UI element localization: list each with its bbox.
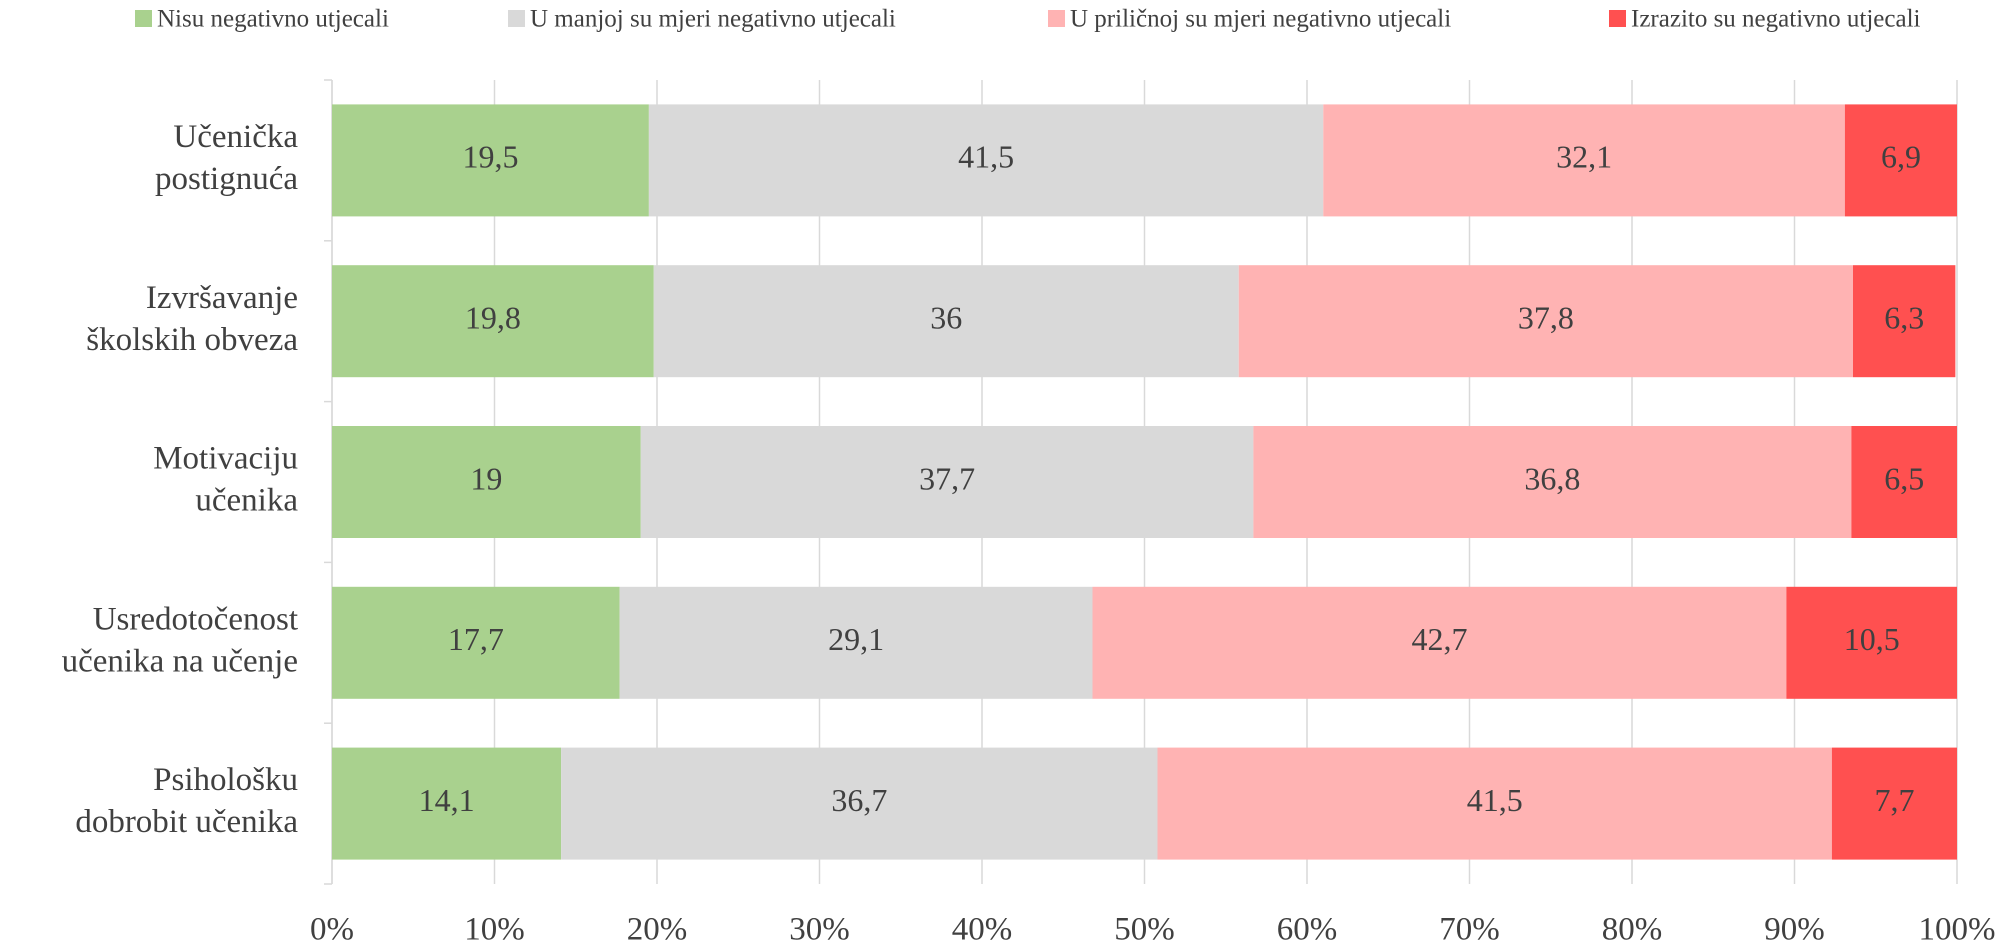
legend-label: Nisu negativno utjecali [157,6,389,33]
x-tick-label: 0% [310,912,354,948]
bar-segment [1831,747,1957,860]
y-tick-label: učenika [195,483,298,519]
legend-swatch [508,10,525,27]
data-label: 6,9 [1881,139,1921,175]
y-tick-label: Učenička [173,119,298,155]
data-label: 6,5 [1884,460,1924,496]
bar-segment [1844,104,1957,217]
data-label: 36 [930,300,962,336]
x-tick-label: 10% [464,912,525,948]
data-label: 19 [470,460,502,496]
bar-segment [1092,586,1787,699]
data-label: 17,7 [448,621,504,657]
x-tick-label: 50% [1114,912,1175,948]
x-tick-label: 70% [1439,912,1500,948]
bar-segment [332,586,620,699]
data-label: 41,5 [958,139,1014,175]
data-label: 37,8 [1518,300,1574,336]
data-label: 6,3 [1884,300,1924,336]
y-tick-label: učenika na učenje [62,643,298,679]
data-label: 36,8 [1524,460,1580,496]
bar-segment [1323,104,1845,217]
bar-segment [648,104,1324,217]
bar-segment [561,747,1158,860]
bar-segment [1853,265,1956,378]
bar-segment [1157,747,1832,860]
data-label: 42,7 [1411,621,1467,657]
bar-segment [332,104,649,217]
data-label: 29,1 [828,621,884,657]
y-tick-label: dobrobit učenika [75,804,298,840]
x-tick-label: 80% [1602,912,1663,948]
x-tick-label: 100% [1919,912,1996,948]
y-tick-label: školskih obveza [86,322,298,358]
data-label: 10,5 [1844,621,1900,657]
x-tick-label: 20% [627,912,688,948]
data-label: 14,1 [419,782,475,818]
bar-segment [640,426,1254,538]
data-label: 36,7 [831,782,887,818]
legend-label: U manjoj su mjeri negativno utjecali [530,6,896,33]
x-tick-label: 30% [789,912,850,948]
y-tick-label: Motivaciju [153,441,298,477]
x-tick-label: 60% [1277,912,1338,948]
bar-segment [332,265,654,378]
x-tick-label: 90% [1764,912,1825,948]
legend-label: Izrazito su negativno utjecali [1631,6,1921,33]
bar-segment [653,265,1239,378]
legend-label: U priličnoj su mjeri negativno utjecali [1070,6,1451,33]
bar-segment [619,586,1093,699]
bar-segment [1253,426,1852,538]
legend-swatch [135,10,152,27]
y-tick-label: Psihološku [153,762,298,798]
x-tick-label: 40% [952,912,1013,948]
bar-segment [332,426,641,538]
bar-segment [1851,426,1957,538]
data-label: 41,5 [1467,782,1523,818]
y-tick-label: postignuća [155,161,298,197]
data-label: 32,1 [1556,139,1612,175]
legend-swatch [1609,10,1626,27]
data-label: 19,8 [465,300,521,336]
bar-segment [332,747,562,860]
data-label: 19,5 [462,139,518,175]
y-tick-label: Usredotočenost [93,601,298,637]
bar-segment [1786,586,1957,699]
data-label: 37,7 [919,460,975,496]
y-tick-label: Izvršavanje [146,280,298,316]
legend-swatch [1048,10,1065,27]
bar-segment [1238,265,1853,378]
data-label: 7,7 [1874,782,1914,818]
